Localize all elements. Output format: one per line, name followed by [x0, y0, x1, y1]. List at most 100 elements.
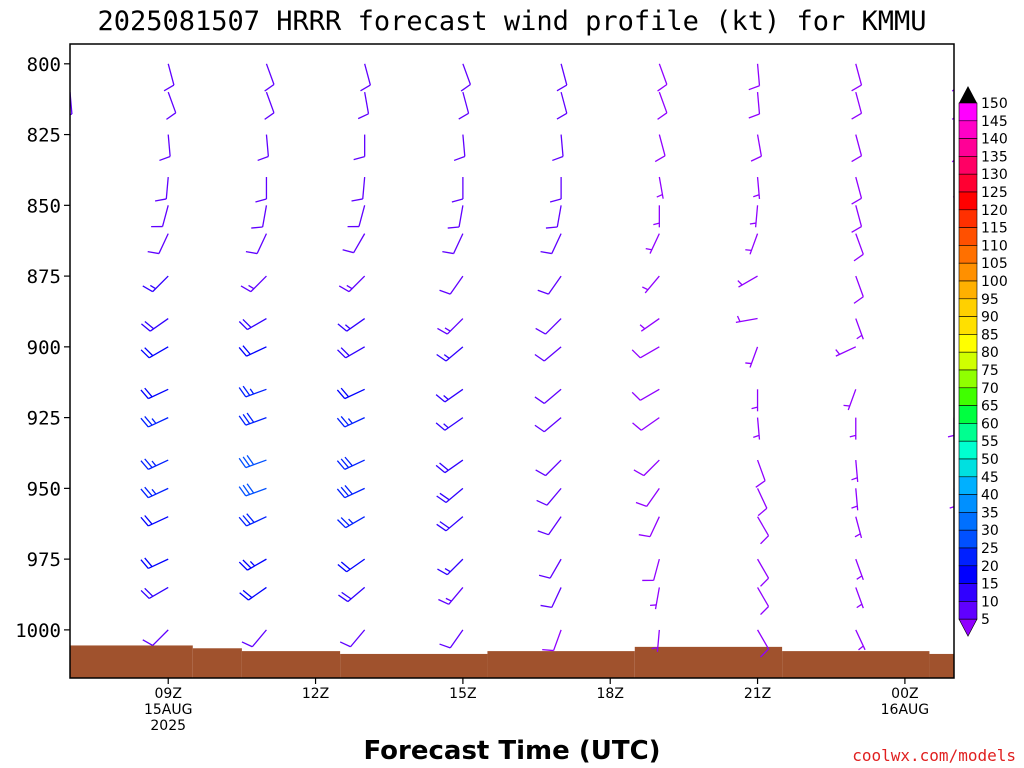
wind-barb: [855, 629, 866, 651]
y-tick-label: 925: [27, 408, 61, 430]
wind-barb: [438, 587, 464, 605]
wind-barb: [751, 389, 759, 412]
wind-barb: [142, 275, 169, 293]
wind-barb: [753, 417, 761, 440]
wind-barb: [750, 134, 763, 162]
wind-barb: [633, 459, 660, 477]
wind-barb: [238, 455, 267, 469]
x-tick-label: 16AUG: [881, 702, 930, 718]
wind-barb: [549, 177, 562, 203]
wind-barb: [238, 558, 267, 571]
wind-barb: [849, 417, 857, 440]
wind-barb: [245, 233, 268, 255]
terrain-segment: [241, 651, 341, 678]
wind-barb: [337, 516, 365, 529]
wind-profile-column: [140, 63, 177, 647]
wind-barb: [451, 177, 464, 203]
plot-area: 800 825 850 875 900 925 950 975 1000 09Z15AUG2025…: [15, 43, 955, 734]
wind-barb: [540, 587, 562, 609]
colorbar: 1501451401351301251201151101051009590858…: [958, 86, 1008, 637]
wind-profile-column: [735, 63, 770, 658]
colorbar-label: 85: [981, 327, 999, 343]
colorbar-label: 5: [981, 612, 990, 628]
wind-barb: [140, 586, 169, 599]
wind-barb: [238, 513, 267, 527]
wind-barb: [439, 629, 464, 649]
wind-barb: [534, 388, 562, 404]
wind-barb: [70, 389, 71, 391]
terrain-segment: [70, 645, 193, 678]
wind-barb: [654, 134, 666, 163]
wind-barb: [745, 346, 759, 368]
colorbar-swatch: [958, 334, 978, 353]
colorbar-label: 10: [981, 594, 999, 610]
wind-barb: [436, 516, 464, 532]
colorbar-label: 95: [981, 292, 999, 308]
wind-barb: [853, 275, 864, 304]
wind-barb: [851, 488, 859, 511]
colorbar-swatch: [958, 156, 978, 175]
wind-barb: [437, 318, 464, 335]
colorbar-label: 15: [981, 577, 999, 593]
wind-barb: [855, 558, 864, 581]
wind-barb: [851, 460, 859, 483]
colorbar-swatch: [958, 298, 978, 317]
wind-barb: [336, 484, 365, 499]
colorbar-swatch: [958, 583, 978, 602]
wind-barb: [159, 134, 171, 162]
plot-content: [70, 63, 954, 678]
wind-barb: [140, 458, 169, 470]
wind-barb: [756, 629, 770, 658]
colorbar-swatch: [958, 512, 978, 531]
wind-barb: [238, 483, 267, 497]
x-tick-label: 15Z: [449, 686, 476, 702]
wind-barb: [657, 91, 668, 120]
wind-barb: [240, 275, 267, 293]
terrain-segment: [340, 653, 488, 678]
colorbar-label: 130: [981, 167, 1008, 183]
wind-barb: [855, 587, 864, 609]
colorbar-label: 25: [981, 541, 999, 557]
colorbar-swatch: [958, 138, 978, 157]
wind-barb: [238, 317, 267, 331]
wind-barb: [756, 516, 770, 545]
wind-barb: [339, 629, 366, 648]
colorbar-swatch: [958, 387, 978, 406]
wind-barb: [453, 134, 466, 162]
wind-barb: [163, 63, 175, 92]
wind-barb: [535, 459, 562, 477]
wind-barb: [70, 318, 71, 320]
wind-barb: [140, 346, 169, 359]
x-tick-label: 09Z: [155, 686, 182, 702]
wind-barb: [357, 92, 370, 120]
terrain-segment: [929, 653, 954, 678]
wind-barb: [748, 92, 761, 119]
wind-barb: [257, 134, 270, 162]
wind-barb: [756, 587, 770, 616]
colorbar-label: 90: [981, 310, 999, 326]
colorbar-label: 80: [981, 345, 999, 361]
wind-barb: [537, 516, 562, 536]
wind-barb: [442, 233, 464, 255]
wind-barb: [638, 516, 660, 538]
credit-text: coolwx.com/models: [852, 746, 1016, 765]
wind-barb: [437, 558, 464, 576]
colorbar-swatch: [958, 191, 978, 211]
colorbar-swatch: [958, 476, 978, 495]
wind-barb: [140, 515, 169, 527]
terrain-segment: [192, 648, 242, 678]
colorbar-label: 120: [981, 203, 1008, 219]
wind-barb: [351, 176, 366, 202]
wind-barb: [534, 417, 562, 433]
y-tick-label: 900: [27, 337, 61, 359]
colorbar-swatch: [958, 565, 978, 584]
wind-barb: [755, 459, 766, 488]
colorbar-label: 55: [981, 434, 999, 450]
wind-profile-column: [336, 63, 371, 648]
wind-barb: [140, 486, 169, 499]
wind-barb: [642, 275, 660, 294]
wind-barb: [337, 346, 365, 359]
colorbar-label: 70: [981, 381, 999, 397]
colorbar-swatch: [958, 405, 978, 424]
